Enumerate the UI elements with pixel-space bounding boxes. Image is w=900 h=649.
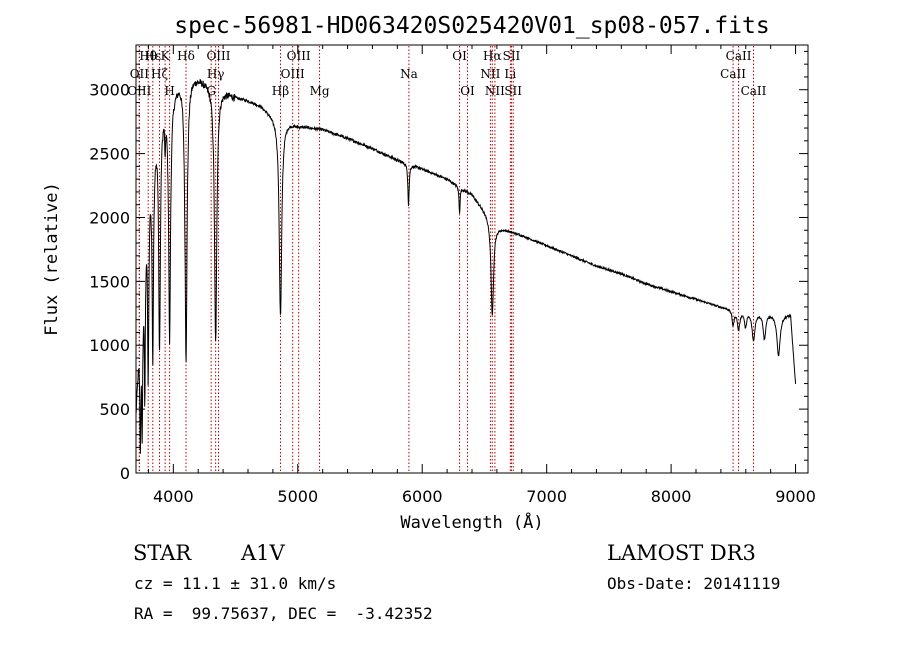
marker-label: H (164, 84, 174, 98)
y-tick-label: 2500 (89, 145, 130, 164)
x-tick-label: 6000 (402, 487, 443, 506)
marker-label: Mg (310, 84, 330, 98)
ra-dec-coordinates: RA = 99.75637, DEC = -3.42352 (134, 604, 433, 623)
marker-label: Hδ (177, 49, 195, 63)
marker-label: NII (485, 84, 505, 98)
x-tick-label: 9000 (775, 487, 816, 506)
object-subclass: A1V (240, 541, 286, 565)
x-tick-label: 4000 (153, 487, 194, 506)
y-tick-label: 3000 (89, 81, 130, 100)
redshift-cz: cz = 11.1 ± 31.0 km/s (134, 574, 336, 593)
observation-date: Obs-Date: 20141119 (607, 574, 780, 593)
marker-label: SII (504, 84, 522, 98)
y-tick-label: 2000 (89, 208, 130, 227)
x-axis-ticks: 4000 5000 6000 7000 8000 9000 (147, 45, 816, 506)
marker-label: Hα (483, 49, 502, 63)
marker-label: SII (503, 49, 521, 63)
marker-label: Na (400, 67, 418, 81)
x-tick-label: 8000 (651, 487, 692, 506)
marker-label: NII (480, 67, 500, 81)
y-axis-ticks: 0 500 1000 1500 2000 2500 3000 (89, 50, 808, 483)
y-tick-label: 0 (120, 464, 130, 483)
marker-label: OIII (281, 67, 305, 81)
marker-label: CaII (720, 67, 746, 81)
marker-label: OI (460, 84, 475, 98)
y-tick-label: 1500 (89, 272, 130, 291)
marker-label: OI (452, 49, 467, 63)
y-axis-label: Flux (relative) (42, 182, 62, 336)
marker-label: CaII (741, 84, 767, 98)
chart-title: spec-56981-HD063420S025420V01_sp08-057.f… (174, 13, 769, 39)
line-markers (138, 46, 754, 472)
survey-name: LAMOST DR3 (607, 541, 756, 565)
marker-label: K (161, 49, 171, 63)
marker-label: OIII (206, 49, 230, 63)
plot-frame (135, 44, 809, 474)
marker-label: G (206, 84, 216, 98)
line-marker-labels: Hθ OII OIII Hε Hζ K H Hδ G Hγ OIII Hβ OIII OIII Mg Na OI… (127, 49, 766, 98)
object-class: STAR (133, 541, 192, 565)
marker-label: OIII (127, 84, 151, 98)
marker-label: CaII (726, 49, 752, 63)
x-tick-label: 7000 (526, 487, 567, 506)
spectrum-line (135, 79, 797, 454)
marker-label: OIII (287, 49, 311, 63)
marker-label: OII (130, 67, 150, 81)
marker-label: Hγ (207, 67, 225, 81)
marker-label: Hβ (272, 84, 289, 98)
marker-label: Hθ (139, 49, 157, 63)
marker-label: Hε (144, 49, 161, 63)
x-tick-label: 5000 (277, 487, 318, 506)
spectrum-series (135, 79, 797, 454)
y-tick-label: 500 (99, 400, 130, 419)
y-tick-label: 1000 (89, 336, 130, 355)
x-axis-label: Wavelength (Å) (400, 511, 543, 533)
marker-label: Li (504, 67, 516, 81)
marker-label: Hζ (151, 67, 168, 81)
